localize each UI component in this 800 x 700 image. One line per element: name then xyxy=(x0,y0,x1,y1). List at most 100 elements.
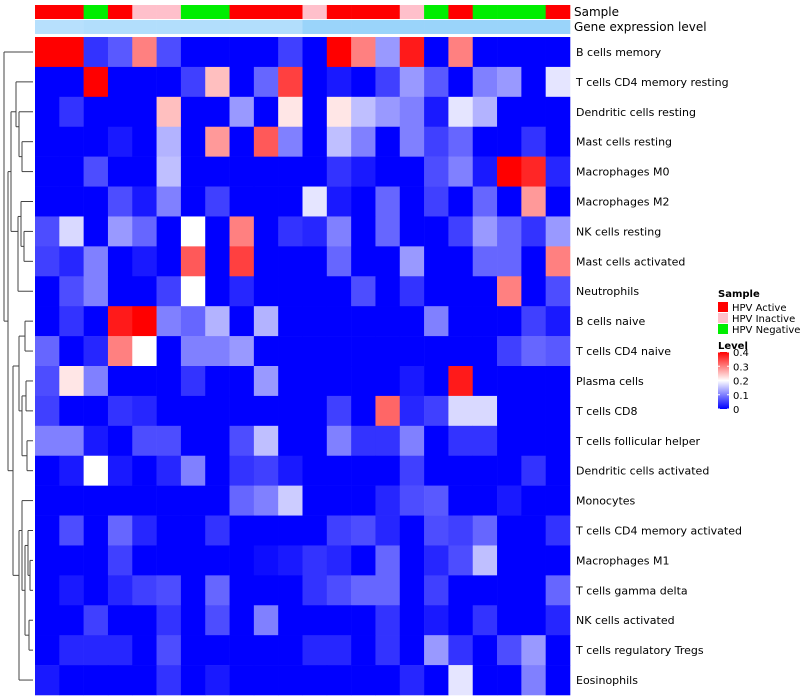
heatmap-cell xyxy=(497,635,522,666)
heatmap-cell xyxy=(107,366,133,397)
heatmap-cell xyxy=(278,605,303,636)
heatmap-cell xyxy=(205,126,230,157)
row-label: NK cells resting xyxy=(576,225,661,238)
heatmap-cell xyxy=(205,306,230,337)
heatmap-cell xyxy=(302,366,328,397)
heatmap-cell xyxy=(326,605,352,636)
heatmap-cell xyxy=(107,665,133,696)
heatmap-cell xyxy=(545,455,571,486)
heatmap-cell xyxy=(424,66,449,98)
heatmap-cell xyxy=(35,665,60,696)
legend-tick-label: 0.1 xyxy=(733,391,749,402)
heatmap-cell xyxy=(278,575,303,606)
row-label: T cells CD4 naive xyxy=(575,345,671,358)
heatmap-cell xyxy=(399,37,425,68)
heatmap-cell xyxy=(205,395,230,427)
heatmap-cell xyxy=(205,515,230,546)
heatmap-cell xyxy=(180,485,206,516)
sample-anno-cell xyxy=(156,5,182,19)
heatmap-cell xyxy=(156,605,182,636)
sample-anno-cell xyxy=(375,5,401,19)
heatmap-cell xyxy=(302,276,328,307)
heatmap-cell xyxy=(156,276,182,307)
heatmap-cell xyxy=(424,575,449,606)
heatmap-cell xyxy=(424,96,449,128)
heatmap-cell xyxy=(253,455,279,486)
heatmap-cell xyxy=(521,425,546,457)
heatmap-cell xyxy=(156,126,182,157)
heatmap-cell xyxy=(59,66,84,98)
heatmap-cell xyxy=(107,96,133,128)
heatmap-cell xyxy=(448,276,474,307)
heatmap-cell xyxy=(375,366,401,397)
heatmap-cell xyxy=(253,246,279,277)
heatmap-cell xyxy=(107,216,133,247)
heatmap-cell xyxy=(399,306,425,337)
heatmap-cell xyxy=(545,306,571,337)
legend-tick-label: 0 xyxy=(733,405,739,416)
heatmap-cell xyxy=(59,366,84,397)
gene-level-anno-cell xyxy=(448,20,474,34)
heatmap-cell xyxy=(107,246,133,277)
heatmap-cell xyxy=(180,336,206,367)
row-label: Macrophages M1 xyxy=(576,554,669,567)
heatmap-cell xyxy=(424,515,449,546)
heatmap-cell xyxy=(399,126,425,157)
heatmap-cell xyxy=(278,635,303,666)
heatmap-cell xyxy=(448,126,474,157)
heatmap-cell xyxy=(545,66,571,98)
heatmap-cell xyxy=(35,216,60,247)
heatmap-cell xyxy=(205,216,230,247)
heatmap-cell xyxy=(326,545,352,576)
heatmap-cell xyxy=(229,366,255,397)
heatmap-cell xyxy=(180,276,206,307)
heatmap-cell xyxy=(180,306,206,337)
heatmap-cell xyxy=(302,425,328,457)
heatmap-cell xyxy=(59,306,84,337)
heatmap-cell xyxy=(326,216,352,247)
heatmap-cell xyxy=(472,425,498,457)
heatmap-cell xyxy=(375,66,401,98)
heatmap-cell xyxy=(59,246,84,277)
heatmap-cell xyxy=(59,216,84,247)
heatmap-cell xyxy=(83,455,109,486)
row-dendrogram xyxy=(3,51,33,681)
heatmap-cell xyxy=(302,156,328,187)
heatmap-cell xyxy=(278,246,303,277)
heatmap-cell xyxy=(156,96,182,128)
heatmap-cell xyxy=(448,156,474,187)
heatmap-cell xyxy=(302,635,328,666)
heatmap-cell xyxy=(132,276,157,307)
heatmap-cell xyxy=(472,665,498,696)
heatmap-cell xyxy=(351,485,376,516)
gene-level-anno-cell xyxy=(156,20,182,34)
heatmap-cell xyxy=(351,425,376,457)
heatmap-cell xyxy=(180,515,206,546)
heatmap-cell xyxy=(132,485,157,516)
legend-swatch xyxy=(718,313,728,323)
heatmap-cell xyxy=(326,126,352,157)
heatmap-cell xyxy=(351,37,376,68)
heatmap-cell xyxy=(83,545,109,576)
heatmap-cell xyxy=(180,186,206,217)
heatmap-cell xyxy=(399,216,425,247)
heatmap-cell xyxy=(521,96,546,128)
heatmap-cell xyxy=(83,66,109,98)
heatmap-cell xyxy=(180,96,206,128)
heatmap-cell xyxy=(229,37,255,68)
heatmap-cell xyxy=(132,665,157,696)
heatmap-cell xyxy=(521,366,546,397)
heatmap-cell xyxy=(107,455,133,486)
heatmap-cell xyxy=(107,186,133,217)
heatmap-cell xyxy=(107,515,133,546)
sample-anno-cell xyxy=(351,5,376,19)
heatmap-cell xyxy=(59,635,84,666)
gene-level-anno-cell xyxy=(472,20,498,34)
heatmap-cell xyxy=(35,276,60,307)
heatmap-cell xyxy=(472,485,498,516)
heatmap-cell xyxy=(424,395,449,427)
heatmap-cell xyxy=(351,336,376,367)
heatmap-cell xyxy=(107,126,133,157)
heatmap-cell xyxy=(375,126,401,157)
heatmap-cell xyxy=(399,366,425,397)
